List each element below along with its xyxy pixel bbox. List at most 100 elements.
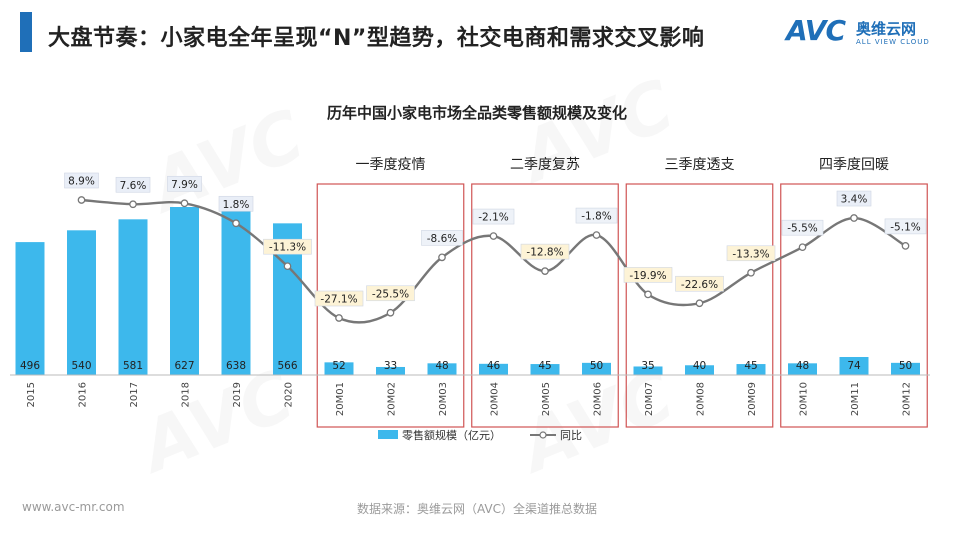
yoy-label-20M07: -19.9% bbox=[629, 270, 666, 282]
yoy-label-box-20M10 bbox=[781, 219, 824, 236]
yoy-label-20M10: -5.5% bbox=[787, 223, 817, 235]
yoy-point-20M05 bbox=[541, 267, 549, 275]
yoy-label-box-20M07 bbox=[623, 267, 673, 283]
quarter-groups: 一季度疫情 二季度复苏 三季度透支 四季度回暖 bbox=[316, 156, 928, 428]
yoy-label-box-2019 bbox=[218, 195, 254, 212]
bar-value-label-2020: 566 bbox=[277, 360, 297, 372]
bar-value-label-20M01: 52 bbox=[332, 360, 345, 372]
yoy-point-20M09 bbox=[747, 268, 755, 277]
bar-20M11 bbox=[839, 357, 869, 375]
bar-20M10 bbox=[788, 363, 817, 375]
yoy-label-2019: 1.8% bbox=[223, 199, 250, 211]
yoy-point-20M01 bbox=[335, 314, 343, 322]
bar-value-label-20M11: 74 bbox=[847, 360, 861, 372]
yoy-point-2018 bbox=[180, 199, 189, 208]
quarter-label-2: 二季度复苏 bbox=[510, 156, 580, 173]
x-tick-label-20M07: 20M07 bbox=[644, 382, 655, 416]
x-tick-label-2018: 2018 bbox=[181, 382, 192, 407]
legend: 零售额规模（亿元） 同比 bbox=[378, 428, 582, 442]
yoy-label-20M05: -12.8% bbox=[526, 247, 563, 259]
quarter-box-3 bbox=[625, 183, 774, 428]
bar-value-label-2019: 638 bbox=[226, 360, 246, 372]
yoy-label-2018: 7.9% bbox=[171, 179, 198, 191]
legend-line-marker bbox=[539, 431, 547, 439]
bar-2015 bbox=[15, 242, 45, 375]
bar-20M05 bbox=[530, 364, 560, 375]
bar-value-label-20M06: 50 bbox=[590, 360, 603, 372]
yoy-label-box-20M09 bbox=[726, 245, 776, 262]
quarter-box-2 bbox=[471, 183, 619, 428]
bar-series: 496 540 581 627 638 566 52 33 48 46 45 50 35 40 45 48 74… bbox=[15, 204, 920, 375]
quarter-box-4 bbox=[780, 183, 928, 428]
x-tick-label-20M02: 20M02 bbox=[387, 382, 398, 416]
yoy-label-box-20M02 bbox=[366, 285, 415, 302]
x-tick-label-2020: 2020 bbox=[284, 382, 295, 407]
bar-20M03 bbox=[427, 363, 457, 375]
bar-20M07 bbox=[633, 366, 663, 375]
yoy-label-box-20M03 bbox=[421, 230, 463, 246]
yoy-label-20M06: -1.8% bbox=[581, 211, 611, 223]
yoy-label-2020: -11.3% bbox=[269, 242, 306, 254]
yoy-label-2017: 7.6% bbox=[120, 180, 147, 192]
bar-20M09 bbox=[736, 364, 766, 375]
yoy-point-2020 bbox=[283, 262, 292, 271]
yoy-point-20M08 bbox=[695, 299, 704, 308]
legend-line-label: 同比 bbox=[560, 429, 582, 442]
yoy-point-20M03 bbox=[438, 253, 446, 262]
brand-logo: AVC 奥维云网 ALL VIEW CLOUD bbox=[786, 14, 936, 56]
x-tick-label-2015: 2015 bbox=[26, 382, 37, 407]
yoy-point-20M11 bbox=[850, 214, 858, 222]
bar-2019 bbox=[221, 204, 251, 375]
yoy-point-2017 bbox=[129, 200, 137, 209]
x-tick-label-20M04: 20M04 bbox=[490, 382, 501, 416]
bar-value-label-20M03: 48 bbox=[435, 360, 448, 372]
yoy-point-20M02 bbox=[386, 308, 395, 317]
x-tick-label-20M03: 20M03 bbox=[438, 382, 449, 416]
x-tick-label-2017: 2017 bbox=[129, 382, 140, 407]
quarter-label-4: 四季度回暖 bbox=[819, 157, 889, 173]
footer-source: 数据来源：奥维云网（AVC）全渠道推总数据 bbox=[356, 502, 598, 516]
x-tick-label-20M06: 20M06 bbox=[593, 382, 604, 416]
x-tick-label-20M12: 20M12 bbox=[902, 382, 913, 416]
bar-20M06 bbox=[582, 362, 611, 375]
x-tick-label-2016: 2016 bbox=[78, 382, 89, 407]
x-tick-label-20M11: 20M11 bbox=[850, 382, 861, 416]
yoy-label-box-20M12 bbox=[884, 218, 927, 235]
bar-20M12 bbox=[891, 362, 920, 375]
yoy-label-box-20M05 bbox=[520, 243, 570, 260]
chart-title: 历年中国小家电市场全品类零售额规模及变化 bbox=[327, 104, 627, 122]
x-tick-label-20M10: 20M10 bbox=[799, 382, 810, 416]
yoy-label-box-2017 bbox=[115, 176, 151, 193]
yoy-label-box-2020 bbox=[263, 238, 312, 255]
quarter-label-3: 三季度透支 bbox=[665, 157, 735, 173]
footer-url: www.avc-mr.com bbox=[22, 500, 125, 514]
yoy-label-box-20M04 bbox=[472, 208, 515, 225]
yoy-point-2016 bbox=[77, 196, 86, 204]
yoy-label-20M08: -22.6% bbox=[681, 279, 718, 291]
bar-20M08 bbox=[685, 365, 714, 375]
bar-2018 bbox=[170, 207, 199, 375]
bar-value-label-20M12: 50 bbox=[899, 360, 912, 372]
bar-2016 bbox=[67, 230, 96, 375]
x-tick-label-20M05: 20M05 bbox=[541, 382, 552, 416]
bar-value-label-2016: 540 bbox=[71, 360, 91, 372]
yoy-label-box-2018 bbox=[167, 175, 202, 192]
bar-20M02 bbox=[376, 366, 405, 375]
x-tick-label-20M01: 20M01 bbox=[335, 382, 346, 416]
yoy-label-20M04: -2.1% bbox=[478, 212, 508, 224]
bar-value-label-20M09: 45 bbox=[744, 360, 757, 372]
yoy-label-20M12: -5.1% bbox=[890, 221, 920, 233]
yoy-label-20M11: 3.4% bbox=[841, 194, 868, 206]
yoy-label-box-20M11 bbox=[836, 190, 872, 207]
yoy-line-series: 8.9% 7.6% 7.9% 1.8% -11.3% -27.1% -25.5% -8.6% -… bbox=[64, 172, 927, 324]
yoy-point-20M04 bbox=[489, 232, 498, 240]
yoy-label-20M03: -8.6% bbox=[427, 233, 457, 245]
title-accent-bar bbox=[20, 12, 32, 52]
yoy-label-box-20M06 bbox=[575, 207, 618, 224]
yoy-label-20M01: -27.1% bbox=[320, 294, 357, 306]
yoy-point-20M07 bbox=[644, 290, 652, 299]
x-axis: 2015 2016 2017 2018 2019 2020 20M01 20M02 20M03 2… bbox=[10, 374, 930, 416]
bar-value-label-20M07: 35 bbox=[641, 360, 654, 372]
logo-chinese-name: 奥维云网 bbox=[856, 20, 917, 38]
